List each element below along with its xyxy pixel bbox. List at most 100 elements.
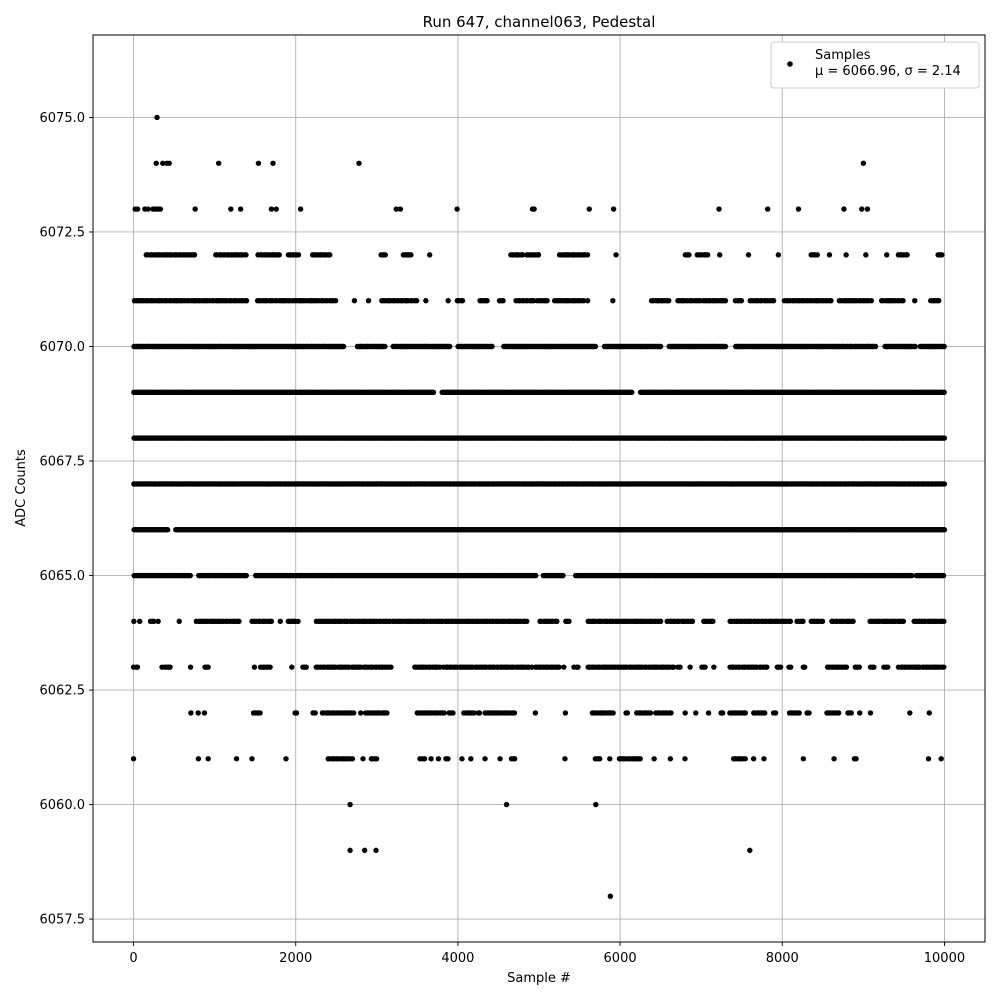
sample-point bbox=[489, 343, 495, 350]
sample-point bbox=[560, 572, 566, 579]
sample-point bbox=[941, 618, 947, 625]
sample-point bbox=[205, 664, 211, 670]
sample-point bbox=[382, 343, 388, 350]
sample-point bbox=[787, 618, 794, 625]
sample-point bbox=[566, 618, 572, 625]
sample-point bbox=[686, 252, 692, 258]
sample-point bbox=[459, 297, 466, 304]
sample-point bbox=[445, 297, 451, 304]
sample-point bbox=[276, 252, 282, 258]
sample-point bbox=[939, 252, 945, 258]
sample-point bbox=[613, 252, 619, 258]
sample-point bbox=[900, 297, 906, 304]
sample-point bbox=[414, 297, 420, 304]
sample-point bbox=[863, 252, 869, 258]
sample-point bbox=[295, 618, 301, 625]
sample-point bbox=[236, 618, 242, 625]
sample-point bbox=[610, 297, 616, 304]
sample-point bbox=[828, 297, 834, 304]
sample-point bbox=[717, 252, 723, 258]
sample-point bbox=[267, 664, 273, 670]
sample-point bbox=[909, 572, 915, 579]
sample-point bbox=[167, 664, 173, 670]
sample-point bbox=[941, 389, 947, 396]
data-layer bbox=[130, 114, 948, 899]
sample-point bbox=[134, 664, 141, 670]
sample-point bbox=[689, 618, 696, 625]
sample-point bbox=[912, 343, 918, 350]
sample-point bbox=[430, 389, 437, 396]
sample-point bbox=[388, 664, 394, 670]
sample-point bbox=[722, 297, 729, 304]
sample-point bbox=[904, 252, 910, 258]
sample-point bbox=[164, 527, 171, 533]
sample-point bbox=[365, 297, 372, 304]
sample-point bbox=[843, 252, 849, 258]
sample-point bbox=[770, 297, 777, 304]
sample-point bbox=[629, 389, 635, 396]
sample-point bbox=[666, 297, 672, 304]
sample-point bbox=[814, 252, 820, 258]
sample-point bbox=[872, 343, 879, 350]
sample-point bbox=[850, 618, 856, 625]
sample-point bbox=[584, 297, 591, 304]
sample-point bbox=[332, 297, 339, 304]
sample-point bbox=[382, 252, 388, 258]
sample-point bbox=[295, 252, 302, 258]
sample-point bbox=[941, 343, 947, 350]
sample-point bbox=[151, 618, 157, 625]
sample-point bbox=[408, 252, 414, 258]
sample-point bbox=[251, 664, 258, 670]
sample-point bbox=[738, 297, 745, 304]
sample-point bbox=[745, 252, 752, 258]
sample-point bbox=[900, 618, 907, 625]
sample-point bbox=[775, 252, 782, 258]
sample-point bbox=[592, 343, 599, 350]
sample-point bbox=[155, 618, 161, 625]
sample-point bbox=[340, 343, 347, 350]
sample-point bbox=[243, 572, 250, 579]
sample-point bbox=[884, 252, 890, 258]
sample-point bbox=[936, 297, 942, 304]
sample-point bbox=[544, 297, 550, 304]
sample-point bbox=[941, 527, 948, 533]
sample-point bbox=[243, 297, 250, 304]
sample-point bbox=[710, 618, 716, 625]
sample-point bbox=[533, 572, 539, 579]
sample-point bbox=[327, 252, 333, 258]
sample-point bbox=[268, 618, 275, 625]
sample-point bbox=[289, 664, 295, 670]
sample-point bbox=[176, 618, 182, 625]
sample-point bbox=[819, 618, 826, 625]
sample-point bbox=[277, 618, 283, 625]
sample-point bbox=[535, 252, 542, 258]
sample-point bbox=[554, 618, 560, 625]
sample-point bbox=[484, 297, 490, 304]
sample-point bbox=[826, 252, 833, 258]
sample-point bbox=[423, 297, 429, 304]
sample-point bbox=[657, 618, 664, 625]
sample-point bbox=[426, 252, 433, 258]
sample-point bbox=[520, 252, 526, 258]
sample-point bbox=[657, 343, 664, 350]
chart-title: Run 647, channel063, Pedestal bbox=[423, 13, 656, 31]
sample-point bbox=[187, 572, 194, 579]
sample-point bbox=[447, 343, 453, 350]
sample-point bbox=[800, 618, 806, 625]
sample-point bbox=[868, 297, 875, 304]
sample-point bbox=[941, 481, 948, 487]
sample-point bbox=[187, 664, 194, 670]
sample-point bbox=[580, 297, 587, 304]
sample-point bbox=[500, 297, 506, 304]
sample-point bbox=[940, 572, 947, 579]
sample-point bbox=[131, 618, 137, 625]
sample-point bbox=[704, 252, 711, 258]
sample-point bbox=[243, 252, 249, 258]
sample-point bbox=[191, 252, 198, 258]
sample-point bbox=[351, 297, 358, 304]
sample-point bbox=[524, 618, 530, 625]
sample-point bbox=[584, 252, 591, 258]
sample-point bbox=[137, 618, 143, 625]
